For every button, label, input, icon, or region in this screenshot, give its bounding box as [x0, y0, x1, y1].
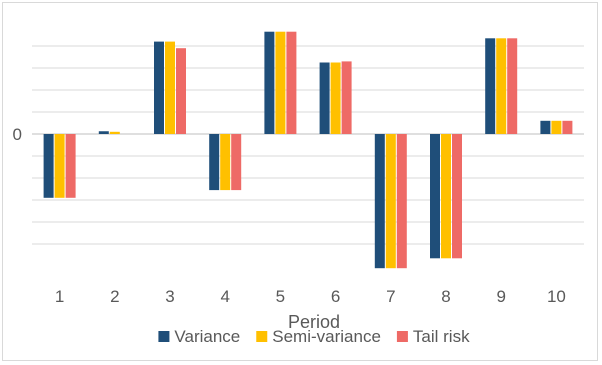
legend-swatch — [396, 331, 408, 342]
legend-label: Tail risk — [413, 327, 470, 346]
x-tick-label: 6 — [331, 287, 340, 306]
bar-variance-period-9 — [485, 38, 496, 134]
legend-swatch — [158, 331, 170, 342]
x-axis-label: Period — [288, 312, 340, 332]
bar-semi-variance-period-9 — [496, 38, 507, 134]
x-tick-label: 10 — [547, 287, 566, 306]
x-tick-label: 5 — [276, 287, 285, 306]
bar-semi-variance-period-1 — [54, 134, 65, 198]
bar-variance-period-2 — [98, 131, 109, 134]
bar-tail-risk-period-3 — [176, 48, 186, 135]
bar-semi-variance-period-7 — [385, 134, 396, 269]
x-tick-label: 3 — [165, 287, 174, 306]
legend-swatch — [256, 331, 268, 342]
bar-variance-period-1 — [43, 134, 54, 198]
bar-semi-variance-period-10 — [551, 120, 562, 134]
bar-tail-risk-period-1 — [65, 134, 76, 198]
bar-variance-period-8 — [430, 134, 440, 259]
y-tick-label: 0 — [13, 125, 22, 144]
bar-tail-risk-period-7 — [396, 134, 407, 269]
bar-semi-variance-period-6 — [330, 62, 341, 134]
bar-tail-risk-period-5 — [286, 31, 297, 135]
bar-variance-period-5 — [264, 31, 275, 135]
bar-variance-period-10 — [540, 120, 551, 134]
x-axis-ticks: 1 2 3 4 5 6 7 8 9 10 — [55, 287, 566, 306]
bars — [43, 31, 573, 269]
legend-label: Variance — [174, 327, 240, 346]
x-tick-label: 4 — [220, 287, 229, 306]
legend-item: Tail risk — [396, 327, 470, 346]
bar-semi-variance-period-3 — [165, 41, 175, 134]
bar-semi-variance-period-2 — [109, 131, 120, 134]
legend-item: Variance — [158, 327, 240, 346]
bar-tail-risk-period-9 — [507, 38, 518, 134]
x-tick-label: 2 — [110, 287, 119, 306]
x-tick-label: 1 — [55, 287, 64, 306]
legend-label: Semi-variance — [272, 327, 381, 346]
legend: Variance Semi-variance Tail risk — [158, 327, 470, 346]
x-tick-label: 8 — [441, 287, 450, 306]
bar-variance-period-7 — [374, 134, 385, 269]
bar-tail-risk-period-4 — [231, 134, 242, 191]
x-tick-label: 9 — [496, 287, 505, 306]
bar-tail-risk-period-10 — [562, 120, 573, 134]
bar-semi-variance-period-4 — [220, 134, 231, 191]
bar-semi-variance-period-5 — [275, 31, 286, 135]
bar-variance-period-3 — [154, 41, 164, 134]
bar-variance-period-6 — [319, 62, 330, 134]
bar-tail-risk-period-8 — [452, 134, 462, 259]
bar-variance-period-4 — [209, 134, 220, 191]
y-axis-ticks: 0 — [13, 125, 22, 144]
x-tick-label: 7 — [386, 287, 395, 306]
bar-semi-variance-period-8 — [441, 134, 451, 259]
legend-item: Semi-variance — [256, 327, 381, 346]
bar-tail-risk-period-6 — [341, 61, 352, 134]
